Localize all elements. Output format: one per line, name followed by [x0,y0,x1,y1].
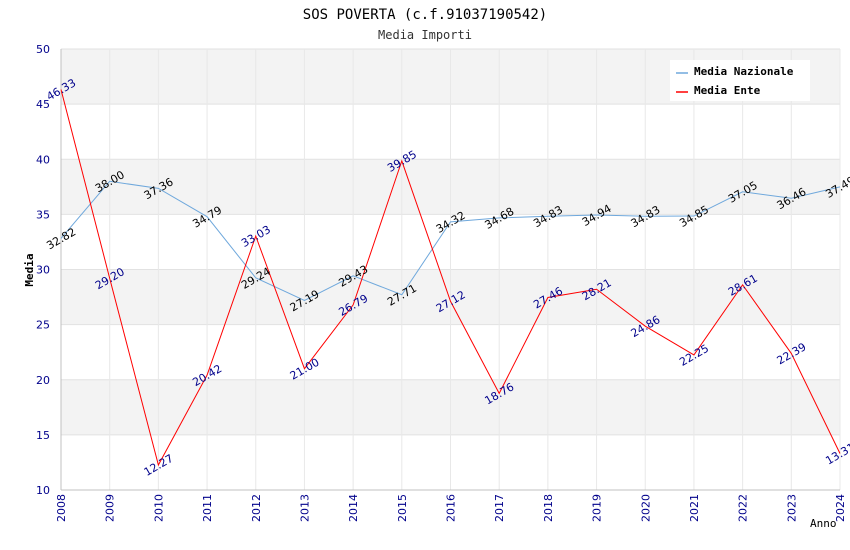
y-tick-label: 30 [36,264,50,277]
chart-title: SOS POVERTA (c.f.91037190542) [303,7,547,23]
x-tick-label: 2010 [152,494,165,522]
series-lines [60,89,841,467]
legend-label-media-nazionale: Media Nazionale [694,65,794,78]
x-tick-label: 2023 [785,494,798,522]
y-tick-label: 45 [36,98,50,111]
x-tick-label: 2012 [250,494,263,522]
x-tick-label: 2021 [688,494,701,522]
x-tick-label: 2008 [55,494,68,522]
y-tick-labels: 10 15 20 25 30 35 40 45 50 [36,43,50,497]
y-tick-label: 50 [36,43,50,56]
legend: Media Nazionale Media Ente [670,60,810,101]
series-line-media-nazionale [60,180,841,302]
y-tick-label: 15 [36,429,50,442]
legend-label-media-ente: Media Ente [694,84,761,97]
x-tick-label: 2016 [445,494,458,522]
x-tick-label: 2022 [737,494,750,522]
x-tick-label: 2014 [347,494,360,522]
x-tick-label: 2013 [298,494,311,522]
chart-subtitle: Media Importi [378,28,472,42]
y-tick-label: 20 [36,374,50,387]
x-tick-label: 2015 [396,494,409,522]
x-tick-label: 2009 [104,494,117,522]
y-tick-label: 40 [36,153,50,166]
y-tick-label: 35 [36,208,50,221]
legend-box [670,60,810,101]
x-tick-labels: 2008 2009 2010 2011 2012 2013 2014 2015 2016 2017… [55,494,847,522]
x-tick-label: 2020 [639,494,652,522]
x-tick-label: 2024 [834,494,847,522]
x-tick-label: 2011 [201,494,214,522]
series-line-media-ente [60,89,841,467]
y-tick-label: 25 [36,319,50,332]
y-axis-label: Media [23,253,36,286]
x-tick-label: 2019 [591,494,604,522]
y-tick-label: 10 [36,484,50,497]
x-tick-label: 2018 [542,494,555,522]
axes [60,49,840,491]
x-axis-label: Anno [810,517,837,530]
x-tick-label: 2017 [493,494,506,522]
